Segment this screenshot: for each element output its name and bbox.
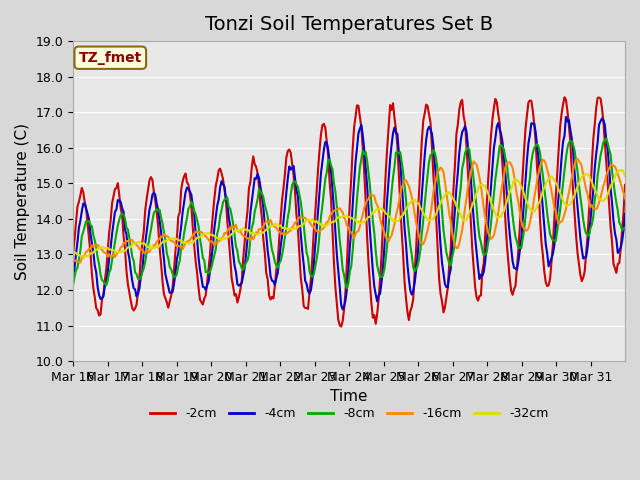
-2cm <box>561 95 568 100</box>
-32cm <box>621 173 629 179</box>
-8cm <box>69 282 77 288</box>
-2cm <box>106 229 113 235</box>
-8cm <box>602 135 610 141</box>
-2cm <box>355 103 362 108</box>
-16cm <box>355 228 362 234</box>
-4cm <box>69 273 77 279</box>
-2cm <box>69 250 77 256</box>
-2cm <box>337 324 345 329</box>
Title: Tonzi Soil Temperatures Set B: Tonzi Soil Temperatures Set B <box>205 15 493 34</box>
-32cm <box>620 169 627 175</box>
-16cm <box>77 260 84 265</box>
-8cm <box>343 286 351 291</box>
-32cm <box>464 214 472 219</box>
X-axis label: Time: Time <box>330 389 368 405</box>
Legend: -2cm, -4cm, -8cm, -16cm, -32cm: -2cm, -4cm, -8cm, -16cm, -32cm <box>145 402 553 425</box>
-32cm <box>69 249 77 255</box>
-2cm <box>621 182 629 188</box>
Line: -2cm: -2cm <box>73 97 625 326</box>
-4cm <box>106 256 113 262</box>
Line: -32cm: -32cm <box>73 170 625 257</box>
-32cm <box>107 247 115 252</box>
Line: -16cm: -16cm <box>73 159 625 263</box>
-4cm <box>88 240 96 246</box>
-4cm <box>621 211 629 216</box>
-8cm <box>546 231 554 237</box>
-8cm <box>621 225 629 230</box>
-16cm <box>620 190 627 196</box>
-2cm <box>546 276 554 282</box>
-8cm <box>620 226 627 231</box>
-8cm <box>88 223 96 229</box>
-16cm <box>464 183 472 189</box>
-4cm <box>562 114 570 120</box>
-4cm <box>464 144 472 150</box>
-16cm <box>107 254 115 260</box>
-4cm <box>620 228 627 233</box>
-16cm <box>69 256 77 262</box>
Line: -4cm: -4cm <box>73 117 625 310</box>
-8cm <box>464 145 472 151</box>
-2cm <box>88 271 96 277</box>
Y-axis label: Soil Temperature (C): Soil Temperature (C) <box>15 122 30 280</box>
-2cm <box>620 210 627 216</box>
-32cm <box>90 250 97 255</box>
-16cm <box>573 156 581 162</box>
-32cm <box>546 174 554 180</box>
-32cm <box>355 218 362 224</box>
-32cm <box>618 167 626 173</box>
-8cm <box>106 270 113 276</box>
-4cm <box>339 307 346 312</box>
-16cm <box>621 195 629 201</box>
Text: TZ_fmet: TZ_fmet <box>79 51 142 65</box>
-4cm <box>546 260 554 265</box>
-16cm <box>90 244 97 250</box>
Line: -8cm: -8cm <box>73 138 625 288</box>
-32cm <box>79 254 87 260</box>
-4cm <box>355 131 362 136</box>
-2cm <box>464 170 472 176</box>
-8cm <box>355 180 362 186</box>
-16cm <box>546 181 554 187</box>
